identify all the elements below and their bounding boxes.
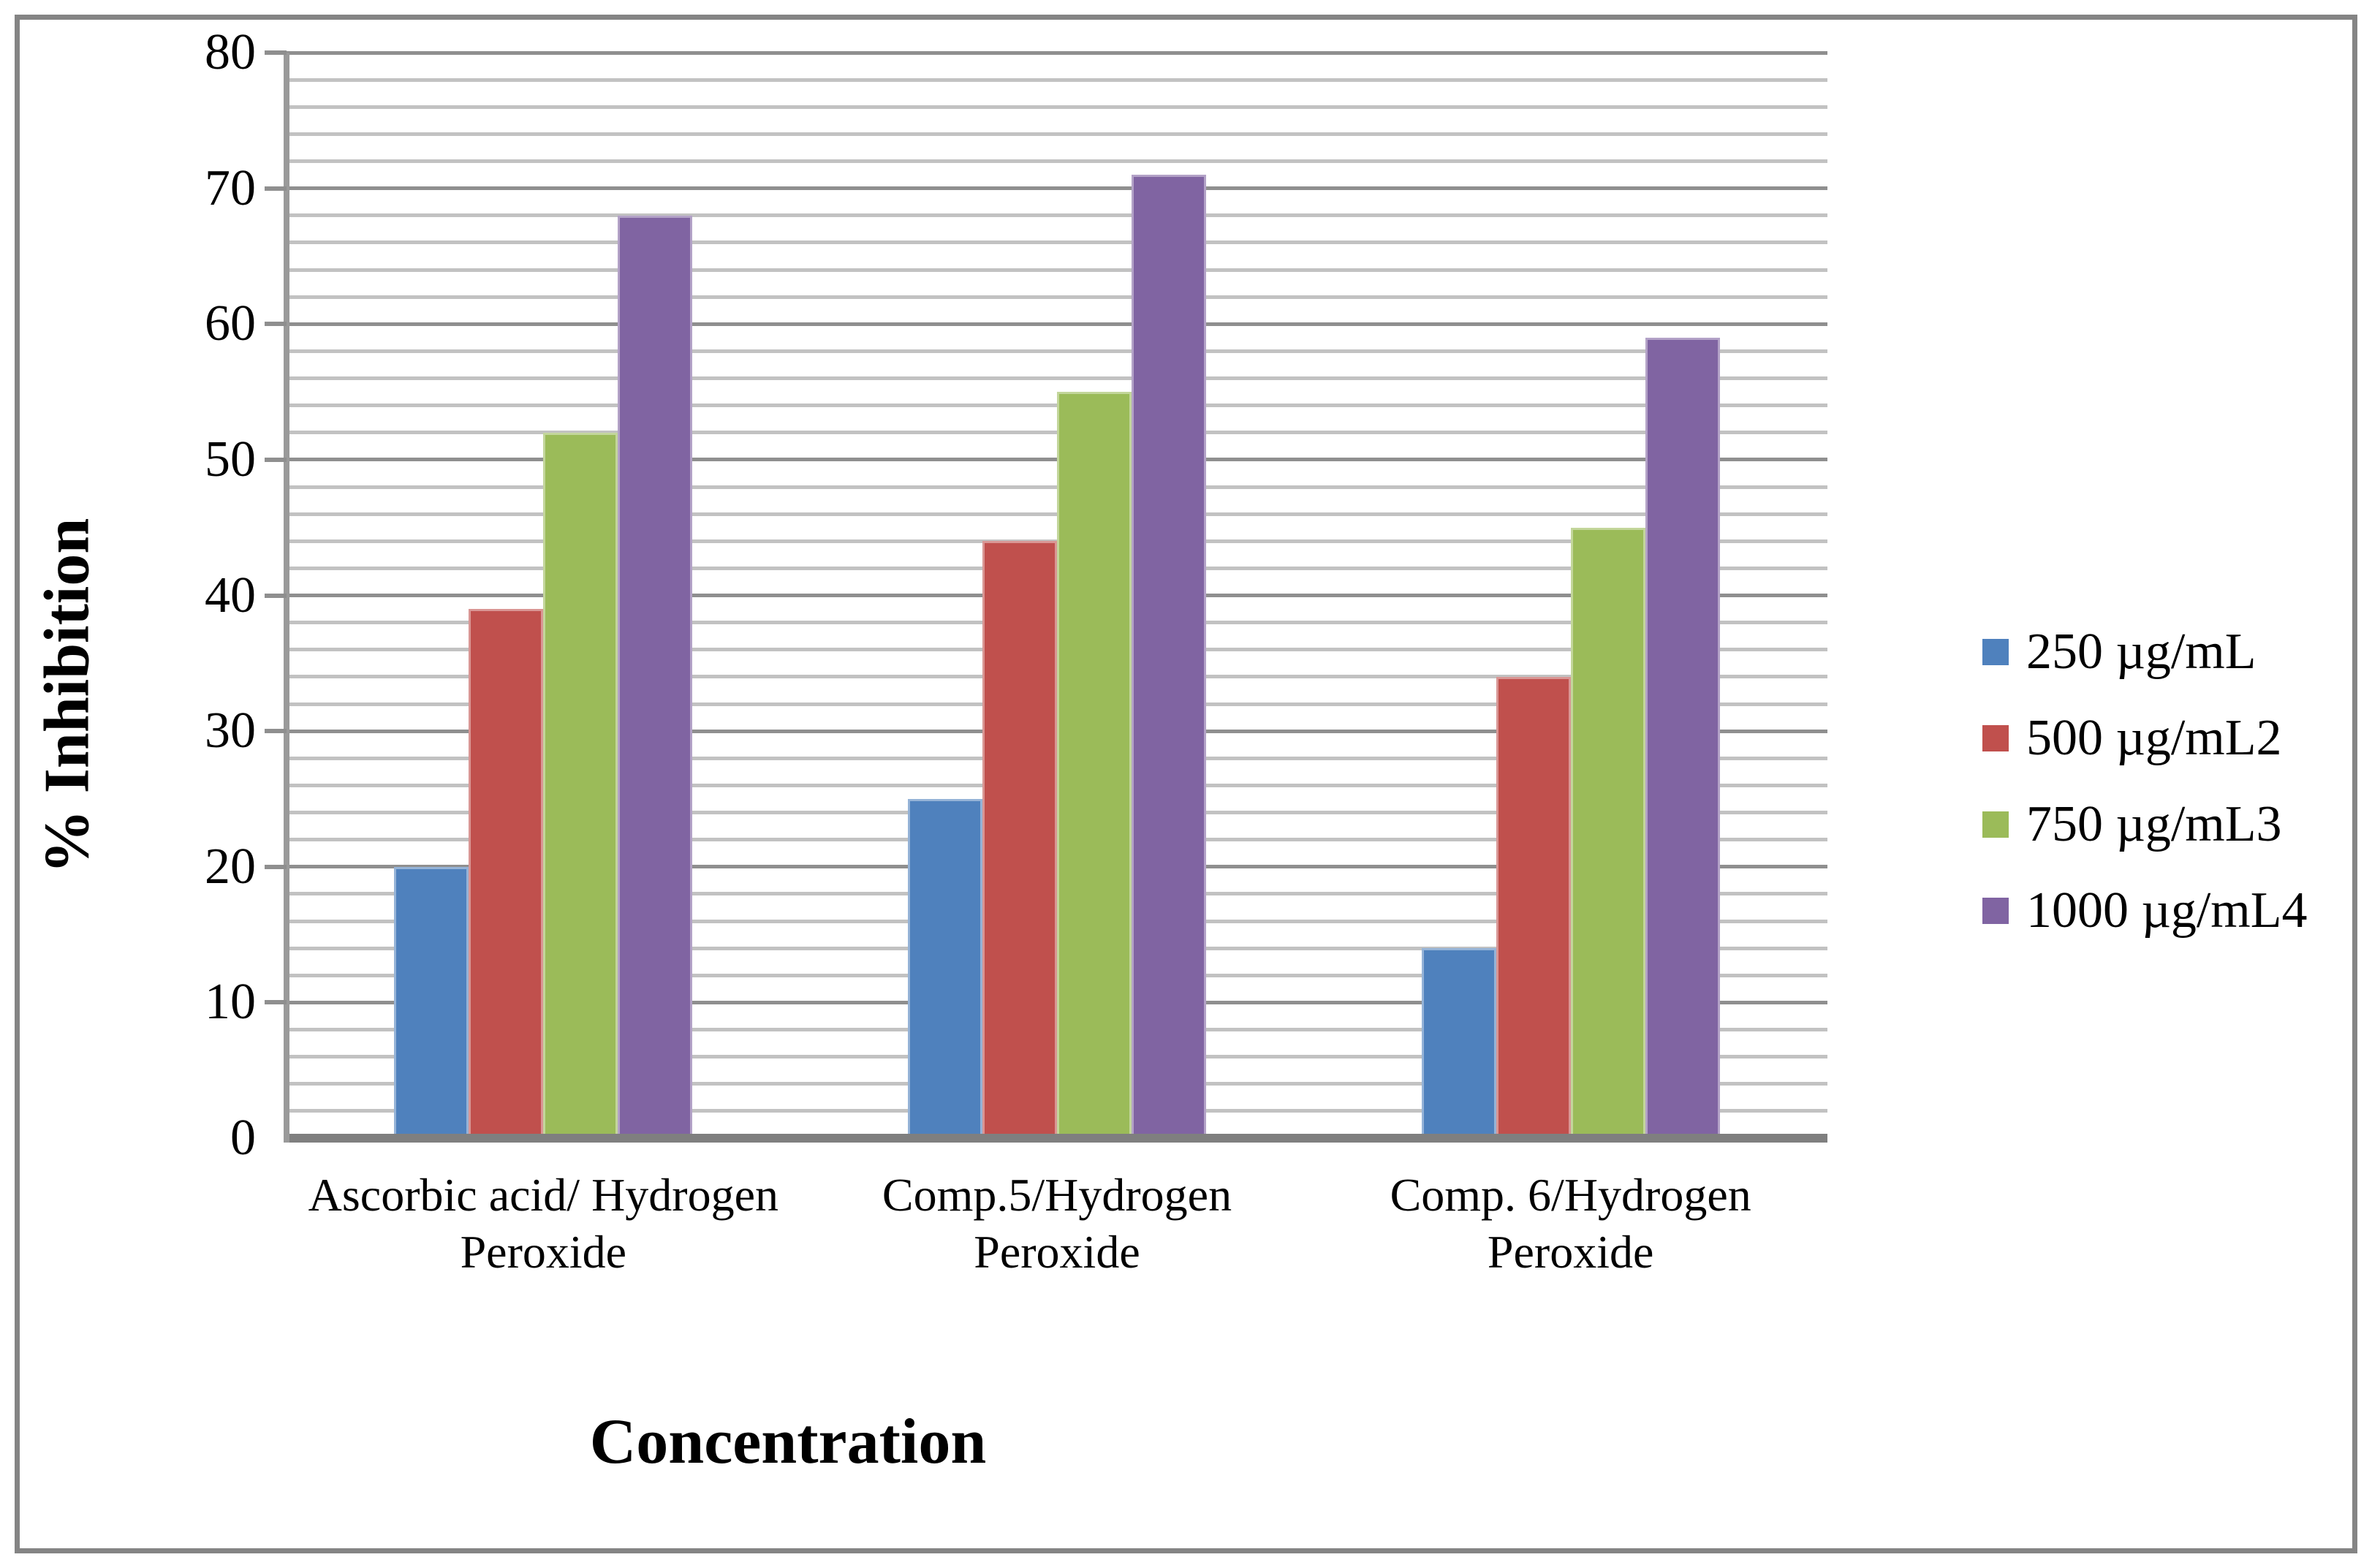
minor-gridline	[287, 376, 1827, 380]
bar-1000-g-ml4	[1132, 175, 1206, 1138]
legend: 250 µg/mL 500 µg/mL2 750 µg/mL3 1000 µg/mL4	[1982, 623, 2308, 968]
legend-color-swatch	[1982, 811, 2009, 838]
y-tick-label: 10	[205, 974, 256, 1031]
y-axis-line	[284, 53, 289, 1143]
minor-gridline	[287, 268, 1827, 272]
y-axis-tick	[265, 186, 287, 191]
legend-item: 250 µg/mL	[1982, 623, 2308, 681]
x-axis-baseline	[287, 1134, 1827, 1143]
category-label: Ascorbic acid/ Hydrogen Peroxide	[308, 1169, 778, 1278]
y-axis-tick	[265, 593, 287, 598]
legend-label: 750 µg/mL3	[2026, 796, 2282, 852]
category-label: Comp.5/Hydrogen Peroxide	[882, 1169, 1232, 1278]
bar-1000-g-ml4	[618, 215, 693, 1138]
minor-gridline	[287, 77, 1827, 82]
y-tick-label: 70	[205, 159, 256, 216]
bar-750-g-ml3	[1570, 527, 1645, 1138]
bar-250-g-ml	[1421, 948, 1496, 1138]
legend-label: 1000 µg/mL4	[2026, 882, 2308, 939]
legend-color-swatch	[1982, 898, 2009, 924]
bar-500-g-ml2	[982, 541, 1057, 1138]
legend-item: 750 µg/mL3	[1982, 795, 2308, 854]
legend-item: 1000 µg/mL4	[1982, 882, 2308, 940]
legend-label: 250 µg/mL	[2026, 624, 2257, 680]
legend-color-swatch	[1982, 639, 2009, 665]
minor-gridline	[287, 159, 1827, 163]
minor-gridline	[287, 213, 1827, 218]
x-axis-title: Concentration	[589, 1406, 987, 1477]
y-tick-label: 0	[230, 1110, 256, 1166]
minor-gridline	[287, 132, 1827, 136]
bar-750-g-ml3	[543, 432, 618, 1138]
y-tick-label: 20	[205, 838, 256, 895]
bar-750-g-ml3	[1057, 392, 1132, 1138]
bar-500-g-ml2	[1496, 676, 1571, 1138]
y-axis-tick	[265, 50, 287, 55]
y-axis-tick	[265, 864, 287, 869]
bar-500-g-ml2	[469, 609, 544, 1138]
y-axis-tick	[265, 1000, 287, 1005]
legend-color-swatch	[1982, 725, 2009, 751]
y-axis-tick	[265, 729, 287, 734]
chart-border-frame	[15, 15, 2357, 1553]
major-gridline	[287, 186, 1827, 191]
y-tick-label: 60	[205, 295, 256, 352]
bar-250-g-ml	[908, 798, 982, 1138]
y-tick-label: 80	[205, 24, 256, 80]
minor-gridline	[287, 240, 1827, 245]
y-tick-label: 40	[205, 567, 256, 624]
y-axis-tick	[265, 457, 287, 462]
minor-gridline	[287, 349, 1827, 353]
bar-250-g-ml	[394, 866, 469, 1138]
y-axis-tick	[265, 322, 287, 327]
major-gridline	[287, 50, 1827, 55]
plot-area	[265, 50, 1827, 1143]
minor-gridline	[287, 105, 1827, 109]
category-label: Comp. 6/Hydrogen Peroxide	[1390, 1169, 1751, 1278]
legend-item: 500 µg/mL2	[1982, 709, 2308, 768]
y-tick-label: 50	[205, 431, 256, 488]
minor-gridline	[287, 295, 1827, 299]
bar-1000-g-ml4	[1645, 337, 1720, 1138]
legend-label: 500 µg/mL2	[2026, 710, 2282, 766]
major-gridline	[287, 322, 1827, 326]
y-tick-label: 30	[205, 702, 256, 760]
